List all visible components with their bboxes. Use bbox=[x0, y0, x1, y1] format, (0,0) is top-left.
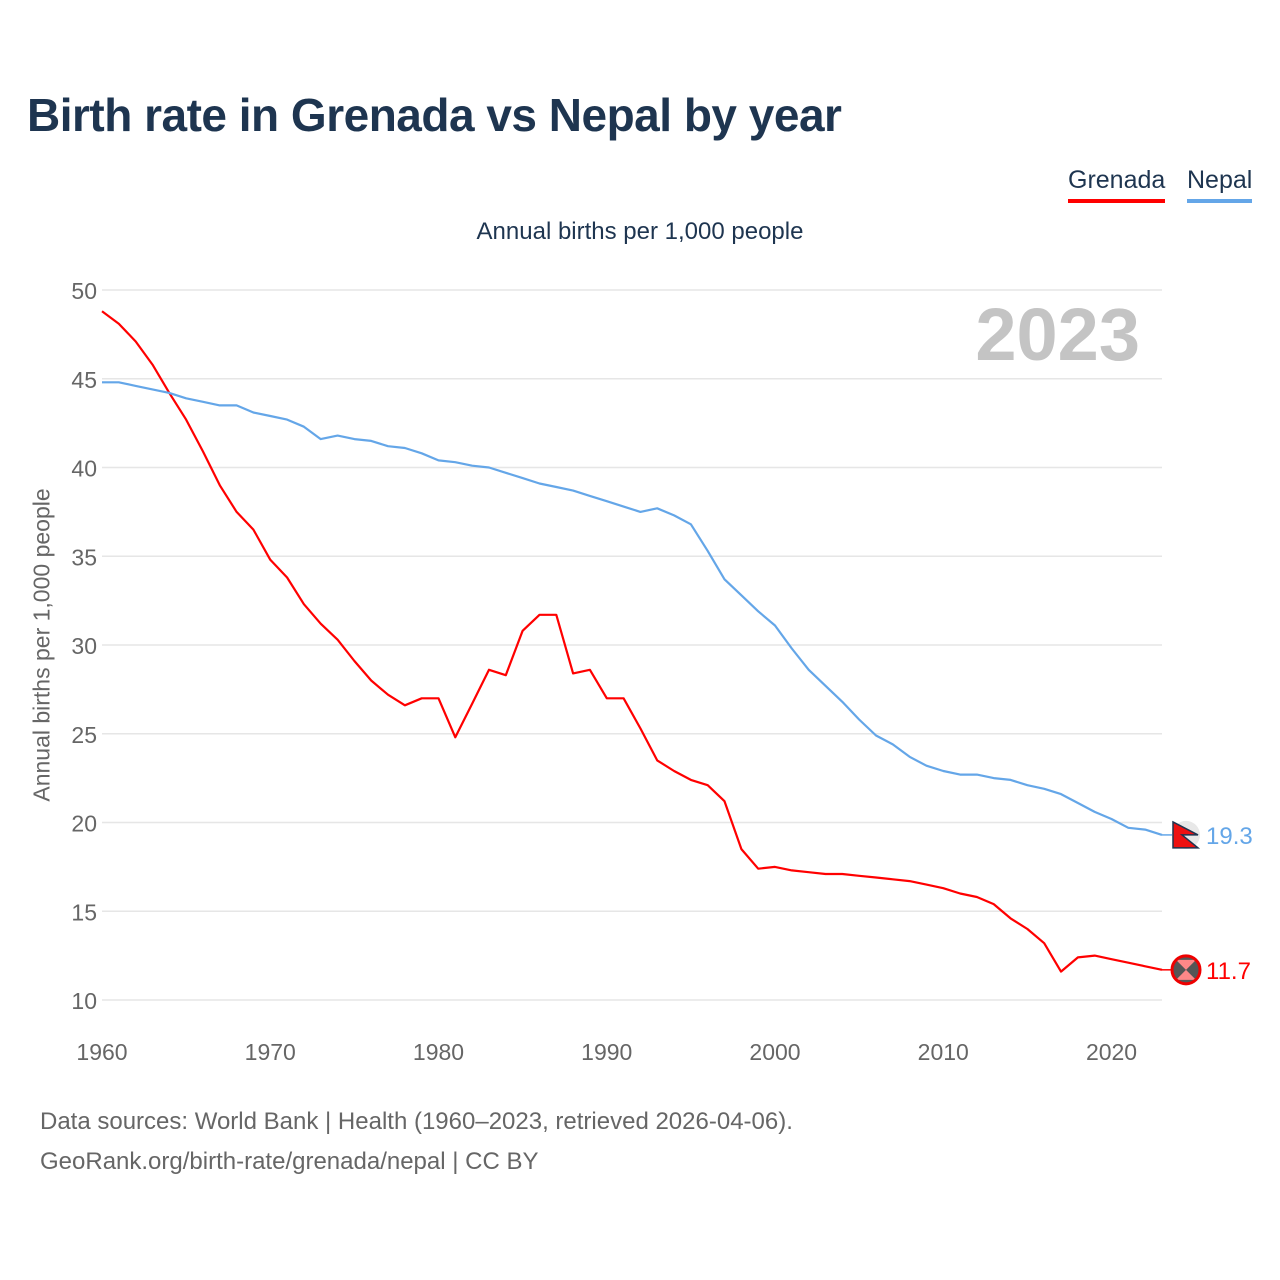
x-tick-label: 2020 bbox=[1086, 1039, 1137, 1065]
y-tick-label: 35 bbox=[71, 544, 97, 570]
source-line-2: GeoRank.org/birth-rate/grenada/nepal | C… bbox=[40, 1148, 539, 1175]
source-line-1: Data sources: World Bank | Health (1960–… bbox=[40, 1108, 793, 1135]
y-tick-label: 15 bbox=[71, 899, 97, 925]
chart-subtitle: Annual births per 1,000 people bbox=[476, 218, 804, 245]
series-line-nepal bbox=[102, 381, 1163, 836]
y-tick-label: 40 bbox=[71, 456, 97, 482]
end-value-label: 11.7 bbox=[1206, 958, 1251, 985]
x-tick-label: 1960 bbox=[76, 1039, 127, 1065]
y-tick-label: 30 bbox=[71, 633, 97, 659]
chart-title: Birth rate in Grenada vs Nepal by year bbox=[27, 89, 842, 141]
x-tick-label: 1980 bbox=[413, 1039, 464, 1065]
x-tick-label: 2010 bbox=[918, 1039, 969, 1065]
y-tick-label: 45 bbox=[71, 367, 97, 393]
series-line-grenada bbox=[101, 310, 1163, 973]
legend-nepal[interactable]: Nepal bbox=[1187, 166, 1253, 203]
y-tick-label: 25 bbox=[71, 722, 97, 748]
year-watermark: 2023 bbox=[975, 293, 1140, 376]
grenada-flag-border bbox=[1170, 954, 1202, 986]
y-tick-label: 10 bbox=[71, 988, 97, 1014]
y-tick-label: 20 bbox=[71, 811, 97, 837]
nepal-flag-detail bbox=[1172, 820, 1201, 849]
grenada-flag-detail bbox=[1176, 959, 1196, 980]
y-tick-label: 50 bbox=[71, 278, 97, 304]
end-value-label: 19.3 bbox=[1206, 823, 1253, 850]
x-tick-label: 2000 bbox=[749, 1039, 800, 1065]
x-tick-label: 1970 bbox=[245, 1039, 296, 1065]
legend-grenada[interactable]: Grenada bbox=[1068, 166, 1166, 203]
x-tick-label: 1990 bbox=[581, 1039, 632, 1065]
